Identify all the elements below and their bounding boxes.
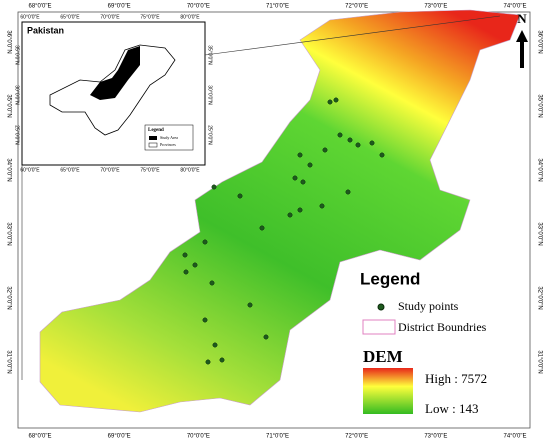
lat-label: 31°0'0"N [5, 350, 11, 373]
lat-label: 32°0'0"N [536, 286, 542, 309]
inset-lat-label: 30°0'0"N [207, 85, 213, 105]
lon-label: 74°0'0"E [503, 434, 526, 440]
lon-label: 71°0'0"E [266, 434, 289, 440]
study-points [182, 97, 385, 365]
lon-label: 69°0'0"E [108, 434, 131, 440]
lat-label: 33°0'0"N [536, 222, 542, 245]
inset-lon-label: 60°0'0"E [20, 167, 40, 173]
legend-point [377, 303, 385, 311]
inset-lon-label: 60°0'0"E [20, 14, 40, 20]
lon-label: 68°0'0"E [28, 434, 51, 440]
lon-label: 71°0'0"E [266, 4, 289, 10]
inset-title: Pakistan [27, 25, 64, 35]
legend-item: District Boundries [398, 320, 487, 334]
inset-lat-label: 25°0'0"N [207, 125, 213, 145]
north-arrow [516, 30, 528, 68]
dem-low: Low : 143 [425, 401, 478, 416]
north-label: N [517, 11, 527, 26]
lon-label: 69°0'0"E [108, 4, 131, 10]
inset-legend-swatch [148, 142, 158, 148]
legend-title: Legend [360, 269, 420, 288]
inset-lon-label: 65°0'0"E [60, 167, 80, 173]
lon-label: 73°0'0"E [424, 434, 447, 440]
inset-legend-swatch [149, 136, 157, 140]
inset-lat-label: 35°0'0"N [207, 45, 213, 65]
inset-lat-label: 35°0'0"N [14, 45, 20, 65]
lat-label: 33°0'0"N [5, 222, 11, 245]
inset-lon-label: 80°0'0"E [180, 14, 200, 20]
inset-lon-label: 65°0'0"E [60, 14, 80, 20]
lat-label: 36°0'0"N [536, 30, 542, 53]
inset-legend-item: Study Area [160, 135, 178, 140]
lat-label: 32°0'0"N [5, 286, 11, 309]
lon-label: 70°0'0"E [187, 434, 210, 440]
lon-label: 74°0'0"E [503, 4, 526, 10]
inset-lon-label: 70°0'0"E [100, 14, 120, 20]
inset-lon-label: 80°0'0"E [180, 167, 200, 173]
lat-label: 31°0'0"N [536, 350, 542, 373]
inset-lat-label: 25°0'0"N [14, 125, 20, 145]
lat-label: 36°0'0"N [5, 30, 11, 53]
dem-high: High : 7572 [425, 371, 487, 386]
lon-label: 72°0'0"E [345, 4, 368, 10]
dem-ramp [363, 368, 413, 414]
lat-label: 35°0'0"N [536, 94, 542, 117]
lon-label: 73°0'0"E [424, 4, 447, 10]
lon-label: 68°0'0"E [28, 4, 51, 10]
dem-area [39, 9, 521, 413]
inset-lon-label: 70°0'0"E [100, 167, 120, 173]
lat-label: 34°0'0"N [536, 158, 542, 181]
dem-title: DEM [363, 347, 403, 366]
lon-label: 72°0'0"E [345, 434, 368, 440]
inset-lon-label: 75°0'0"E [140, 14, 160, 20]
inset-lat-label: 30°0'0"N [14, 85, 20, 105]
lat-label: 35°0'0"N [5, 94, 11, 117]
legend-swatch [362, 319, 396, 335]
inset-legend-title: Legend [148, 128, 164, 133]
lat-label: 34°0'0"N [5, 158, 11, 181]
inset-study-area [90, 46, 140, 100]
inset-lon-label: 75°0'0"E [140, 167, 160, 173]
inset-link [204, 15, 501, 56]
lon-label: 70°0'0"E [187, 4, 210, 10]
inset-legend-item: Provinces [160, 142, 176, 147]
legend-item: Study points [398, 299, 459, 313]
